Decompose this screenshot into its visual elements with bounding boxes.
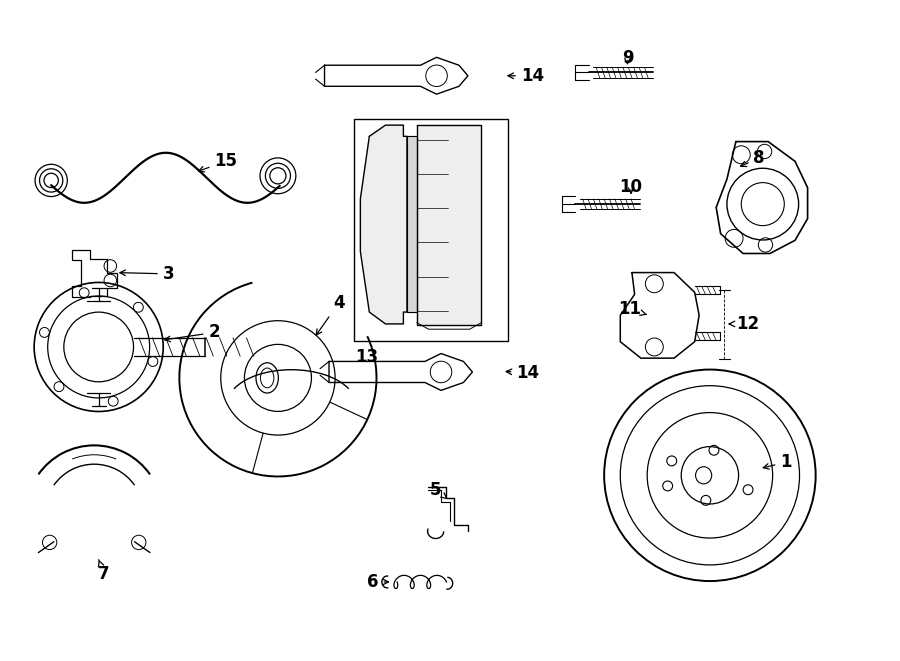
- Text: 1: 1: [763, 453, 792, 471]
- Text: 12: 12: [729, 315, 759, 333]
- Text: 15: 15: [199, 152, 238, 172]
- Text: 9: 9: [622, 49, 634, 67]
- Text: 10: 10: [619, 178, 643, 196]
- Text: 5: 5: [430, 481, 446, 499]
- Text: 6: 6: [367, 573, 389, 591]
- Polygon shape: [407, 136, 417, 312]
- Polygon shape: [417, 125, 482, 325]
- Text: 11: 11: [617, 301, 646, 319]
- Text: 8: 8: [741, 149, 765, 167]
- Text: 13: 13: [356, 348, 378, 366]
- Text: 7: 7: [98, 560, 110, 583]
- Text: 2: 2: [165, 323, 220, 342]
- Bar: [354, 118, 508, 341]
- Text: 14: 14: [508, 67, 544, 85]
- Polygon shape: [360, 125, 407, 324]
- Text: 14: 14: [506, 364, 539, 381]
- Text: 4: 4: [316, 294, 345, 335]
- Text: 3: 3: [120, 265, 175, 283]
